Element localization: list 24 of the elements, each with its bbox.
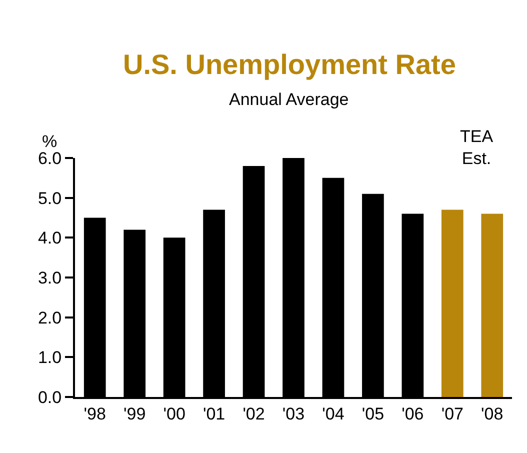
y-tick-label: 4.0	[38, 228, 62, 248]
x-tick-label: '04	[322, 404, 344, 424]
x-tick-label: '03	[282, 404, 305, 424]
y-tick-label: 5.0	[38, 188, 62, 208]
x-tick-label: '02	[242, 404, 265, 424]
y-axis-title: %	[42, 132, 58, 151]
x-tick-label: '05	[362, 404, 384, 424]
x-tick-label: '08	[481, 404, 504, 424]
x-tick-label: '07	[441, 404, 464, 424]
x-tick-label: '01	[202, 404, 226, 424]
bar	[481, 214, 504, 397]
y-tick-label: 2.0	[38, 308, 62, 328]
y-tick-label: 3.0	[38, 268, 62, 288]
x-tick-label: '99	[124, 404, 146, 424]
x-tick-label: '98	[84, 404, 106, 424]
bar	[441, 210, 464, 397]
y-tick-label: 0.0	[38, 388, 62, 407]
y-tick-label: 1.0	[38, 348, 62, 368]
chart-subtitle: Annual Average	[229, 90, 349, 109]
annotation: TEA Est.	[460, 127, 494, 168]
x-tick-label: '00	[163, 404, 186, 424]
y-tick-label: 6.0	[38, 148, 62, 168]
x-tick-label: '06	[402, 404, 424, 424]
chart-title: U.S. Unemployment Rate	[123, 49, 456, 80]
